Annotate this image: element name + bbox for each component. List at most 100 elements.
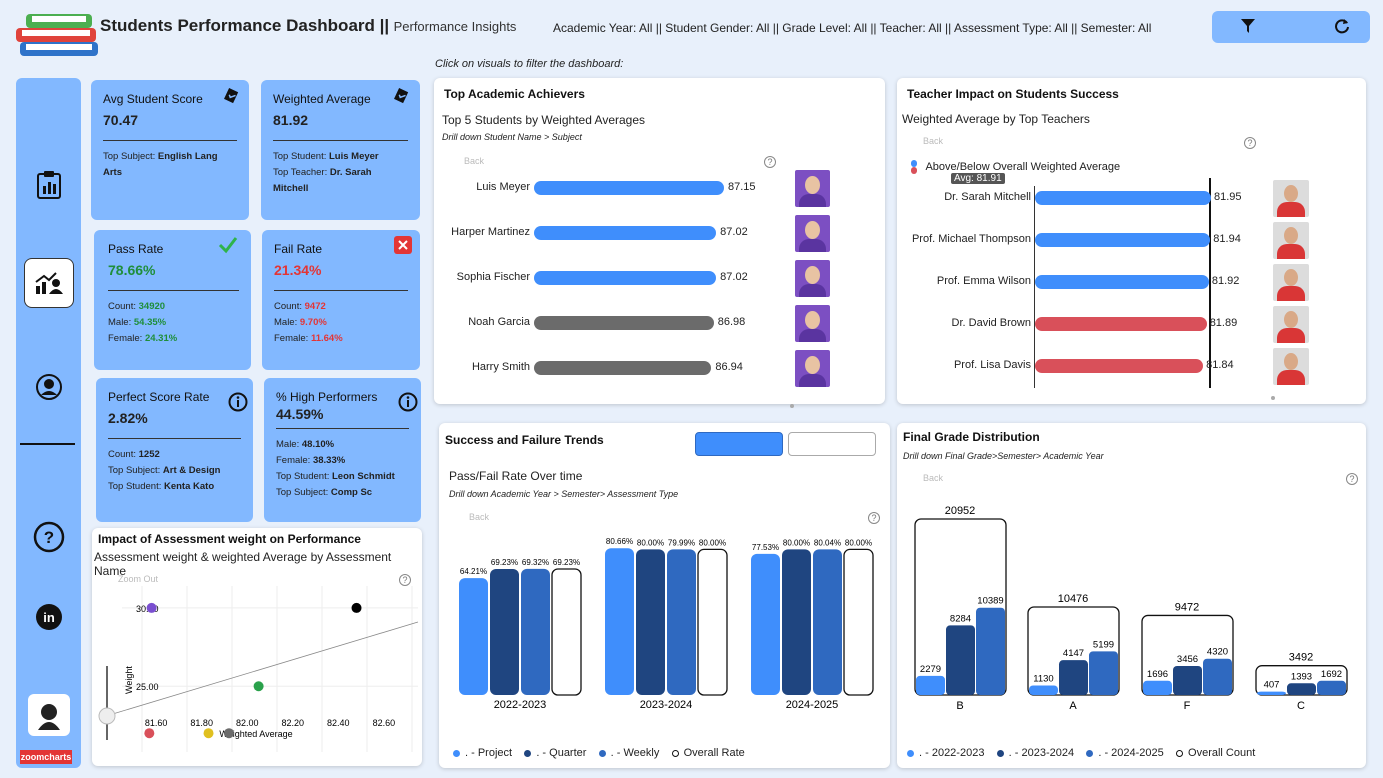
help-icon[interactable]: ? (399, 574, 411, 586)
bar (813, 549, 842, 695)
bar-value: 4147 (1063, 648, 1084, 659)
kpi-perfect-score[interactable]: Perfect Score Rate 2.82% Count: 1252 Top… (96, 378, 253, 522)
bar-label: Harry Smith (471, 361, 530, 373)
card-title: Top Academic Achievers (444, 87, 585, 101)
kpi-high-performers[interactable]: % High Performers 44.59% Male: 48.10% Fe… (264, 378, 421, 522)
info-icon[interactable] (398, 392, 418, 412)
category-label: C (1297, 700, 1305, 712)
kpi-title: Avg Student Score (103, 92, 203, 106)
nav-performance-icon[interactable] (24, 258, 74, 308)
bar (1287, 683, 1316, 695)
student-face-icon (805, 266, 820, 284)
bar (1203, 658, 1232, 695)
bar (459, 578, 488, 695)
help-icon[interactable]: ? (868, 512, 880, 524)
bar (1089, 651, 1118, 695)
legend-item[interactable]: . - 2022-2023 (907, 747, 984, 759)
bar-label: Dr. David Brown (951, 317, 1031, 329)
legend-item[interactable]: . - 2023-2024 (996, 747, 1074, 759)
back-button[interactable]: Back (923, 136, 944, 146)
legend-item[interactable]: Overall Count (1176, 747, 1255, 759)
teacher-photo (1273, 180, 1309, 217)
toggle-fail[interactable] (788, 432, 876, 456)
help-icon[interactable]: ? (24, 512, 74, 562)
teacher-shirt-icon (1277, 202, 1305, 217)
bar-value: 81.92 (1211, 275, 1240, 287)
back-button[interactable]: Back (923, 473, 944, 483)
y-axis-label: Weight (124, 666, 134, 694)
kpi-avg-score[interactable]: Avg Student Score 70.47 Top Subject: Eng… (91, 80, 249, 220)
kpi-detail: Female: 11.64% (274, 333, 343, 344)
data-point (146, 602, 157, 613)
student-shirt-icon (799, 239, 826, 252)
kpi-detail: Male: 54.35% (108, 317, 167, 328)
scatter-plot[interactable]: 30.0025.0081.6081.8082.0082.2082.4082.60… (92, 528, 422, 766)
teacher-face-icon (1284, 269, 1298, 286)
legend: Above/Below Overall Weighted Average (911, 160, 1120, 174)
nav-teacher-icon[interactable] (24, 362, 74, 412)
bar-label: Harper Martinez (451, 226, 530, 238)
zoomcharts-logo: zoomcharts (20, 750, 72, 764)
back-button[interactable]: Back (469, 512, 490, 522)
teacher-photo (1273, 222, 1309, 259)
legend-item[interactable]: . - 2024-2025 (1086, 747, 1164, 759)
category-label: 2023-2024 (640, 699, 693, 711)
bar-value: 69.32% (522, 558, 549, 567)
page-title: Students Performance Dashboard || (100, 16, 390, 35)
category-label: 2022-2023 (494, 699, 547, 711)
linkedin-icon[interactable]: in (24, 592, 74, 642)
page-dot[interactable] (1271, 396, 1275, 400)
kpi-pass-rate[interactable]: Pass Rate 78.66% Count: 34920 Male: 54.3… (94, 230, 251, 370)
card-subtitle: Pass/Fail Rate Over time (449, 469, 583, 483)
filter-icon[interactable] (1240, 18, 1256, 34)
kpi-fail-rate[interactable]: Fail Rate 21.34% Count: 9472 Male: 9.70%… (262, 230, 420, 370)
bar (946, 625, 975, 695)
teacher-face-icon (1284, 353, 1298, 370)
bar-value: 1130 (1033, 674, 1053, 685)
bar (697, 548, 728, 696)
page-dot[interactable] (790, 404, 794, 408)
bar (843, 548, 874, 696)
bar (534, 271, 717, 285)
bar-value: 81.95 (1214, 191, 1242, 203)
help-icon[interactable]: ? (764, 156, 776, 168)
trends-bar-chart[interactable]: 64.21% 69.23% 69.32% 69.23% 2022-2023 80.66% 8… (439, 423, 890, 723)
help-icon[interactable]: ? (1244, 137, 1256, 149)
kpi-weighted-average[interactable]: Weighted Average 81.92 Top Student: Luis… (261, 80, 420, 220)
drill-hint: Drill down Final Grade>Semester> Academi… (903, 451, 1104, 461)
kpi-title: Weighted Average (273, 92, 371, 106)
trends-legend: . - Project . - Quarter . - Weekly Overa… (453, 747, 745, 759)
zoom-out-button[interactable]: Zoom Out (118, 574, 159, 584)
info-icon[interactable] (228, 392, 248, 412)
trends-card: Success and Failure Trends Pass/Fail Rat… (439, 423, 890, 768)
logo-books-icon (12, 6, 104, 64)
toggle-pass[interactable] (695, 432, 783, 456)
kpi-detail: Top Student: Leon Schmidt (276, 471, 395, 482)
bar-value: 407 (1264, 680, 1280, 691)
nav-report-icon[interactable] (24, 160, 74, 210)
sidebar-divider (20, 443, 75, 445)
legend-item[interactable]: . - Project (453, 747, 512, 759)
teacher-shirt-icon (1277, 370, 1305, 385)
author-avatar[interactable] (28, 694, 70, 736)
bar (1035, 317, 1207, 331)
kpi-detail: Top Student: Luis Meyer (273, 151, 379, 162)
kpi-detail: Top Subject: Art & Design (108, 465, 221, 476)
x-tick-label: 81.60 (145, 718, 168, 728)
card-title: Final Grade Distribution (903, 430, 1040, 444)
kpi-detail: Count: 34920 (108, 301, 166, 312)
bar (534, 181, 724, 195)
y-tick-label: 25.00 (136, 682, 159, 692)
legend-item[interactable]: . - Quarter (524, 747, 586, 759)
help-icon[interactable]: ? (1346, 473, 1358, 485)
legend-item[interactable]: Overall Rate (671, 747, 745, 759)
back-button[interactable]: Back (464, 156, 485, 166)
refresh-icon[interactable] (1334, 18, 1350, 34)
student-shirt-icon (799, 284, 826, 297)
grades-card: Final Grade Distribution Drill down Fina… (897, 423, 1366, 768)
grades-bar-chart[interactable]: 20952 2279 8284 10389 B 10476 1130 4147 5199 A 947… (897, 423, 1366, 723)
bar-value: 69.23% (553, 558, 580, 567)
zoom-slider-handle[interactable] (98, 707, 116, 725)
legend-item[interactable]: . - Weekly (598, 747, 659, 759)
category-label: F (1184, 700, 1191, 712)
